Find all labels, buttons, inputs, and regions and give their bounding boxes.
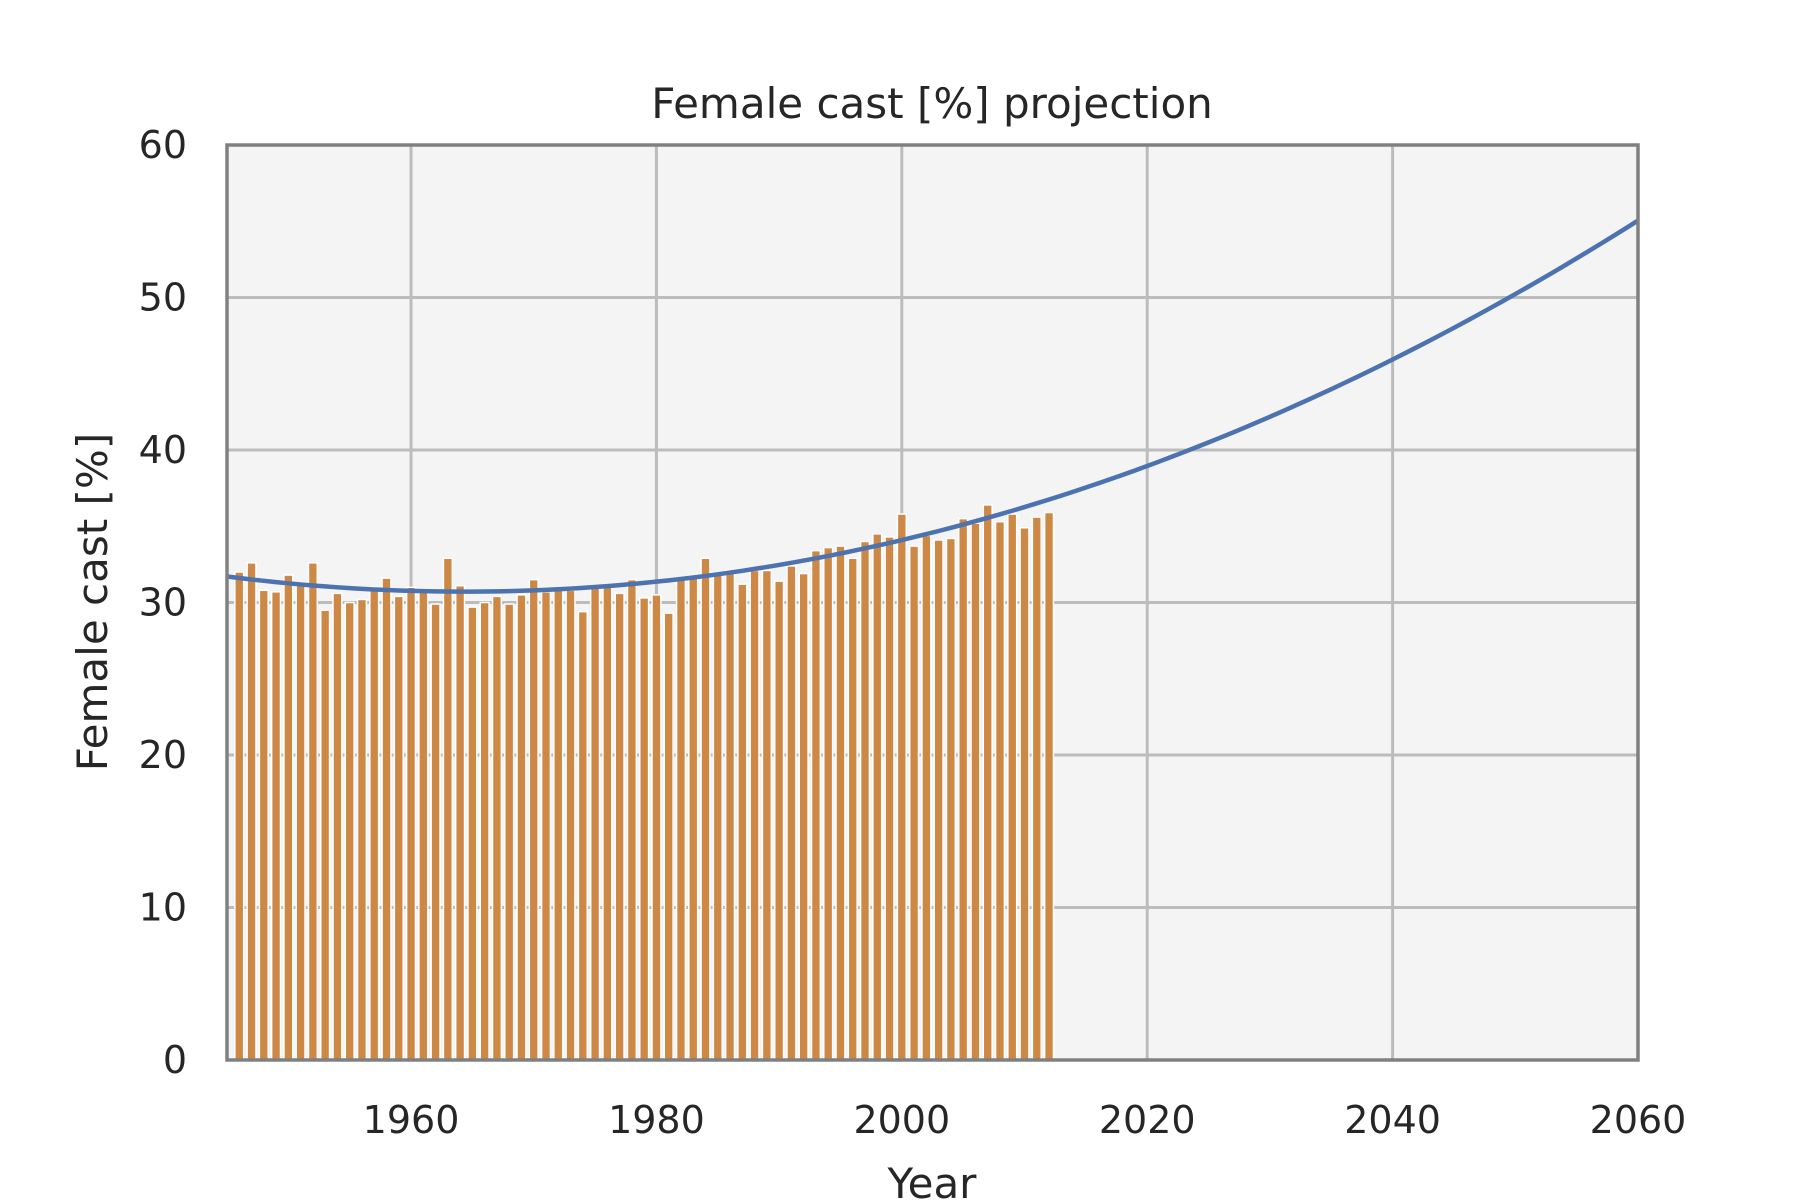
bar [688,574,699,1061]
bar [884,536,895,1061]
x-tick-labels: 1960 1980 2000 2020 2040 2060 [363,1098,1687,1142]
y-tick-labels: 0 10 20 30 40 50 60 [139,123,187,1082]
bar [847,557,858,1061]
bar [675,578,687,1061]
bar [246,562,257,1061]
y-tick-label: 20 [139,733,187,777]
bar [982,504,993,1061]
bar [319,609,331,1061]
bar [295,581,306,1061]
x-tick-label: 2020 [1099,1098,1196,1142]
bar [1043,511,1055,1061]
bar [430,603,441,1061]
bar [823,546,834,1061]
bar [908,545,920,1061]
bar [872,533,883,1061]
bar [442,557,454,1061]
bar [749,569,760,1061]
bar [614,592,625,1061]
bar [528,578,539,1061]
y-tick-label: 50 [139,276,187,320]
x-tick-label: 2040 [1344,1098,1441,1142]
bar [479,601,490,1061]
bar [1007,513,1018,1061]
x-tick-label: 2060 [1590,1098,1687,1142]
bar [700,557,711,1061]
bar [773,580,785,1061]
x-axis-label: Year [887,1159,978,1200]
bar [835,545,846,1061]
bar [467,606,478,1061]
bar [393,595,404,1061]
bar [1019,527,1030,1061]
bar [381,577,392,1061]
bar [577,610,588,1061]
x-tick-label: 1980 [608,1098,705,1142]
y-axis-label: Female cast [%] [68,433,117,771]
bar [356,598,368,1061]
bar [553,588,564,1061]
plot-frame [225,143,1640,1062]
bar [737,583,748,1061]
y-tick-label: 10 [139,886,187,930]
bar [405,586,417,1061]
y-tick-label: 30 [139,581,187,625]
y-tick-label: 40 [139,428,187,472]
bar [540,591,552,1061]
bar [933,539,944,1061]
bar [896,513,907,1061]
bar [970,522,981,1061]
bar [639,597,650,1061]
bar [504,603,515,1061]
bar [307,562,319,1061]
bar [270,591,282,1061]
bar [712,572,723,1061]
bar [283,574,294,1061]
bar [418,589,429,1061]
bar [994,520,1006,1061]
bar [859,540,871,1061]
chart-title: Female cast [%] projection [651,79,1213,128]
bar [344,601,355,1061]
bar [602,584,613,1061]
bar [798,572,809,1061]
x-tick-label: 2000 [853,1098,950,1142]
bar [945,537,957,1061]
y-tick-label: 0 [163,1038,187,1082]
bar [1031,516,1042,1061]
bar [589,586,601,1061]
bar [810,549,822,1061]
y-tick-label: 60 [139,123,187,167]
bar [626,578,638,1061]
bar [761,569,773,1061]
bar [454,584,466,1061]
x-tick-label: 1960 [363,1098,460,1142]
bar [958,517,969,1061]
bar [332,592,343,1061]
trend-line [226,218,1640,594]
bar [565,589,576,1061]
bar [234,571,245,1061]
bar [258,589,269,1061]
bar [369,586,380,1061]
bar [724,569,736,1061]
bar [921,534,932,1061]
bar [663,612,674,1061]
bar [491,595,503,1061]
bar [516,594,527,1061]
bar [651,594,662,1061]
bar [786,565,797,1061]
